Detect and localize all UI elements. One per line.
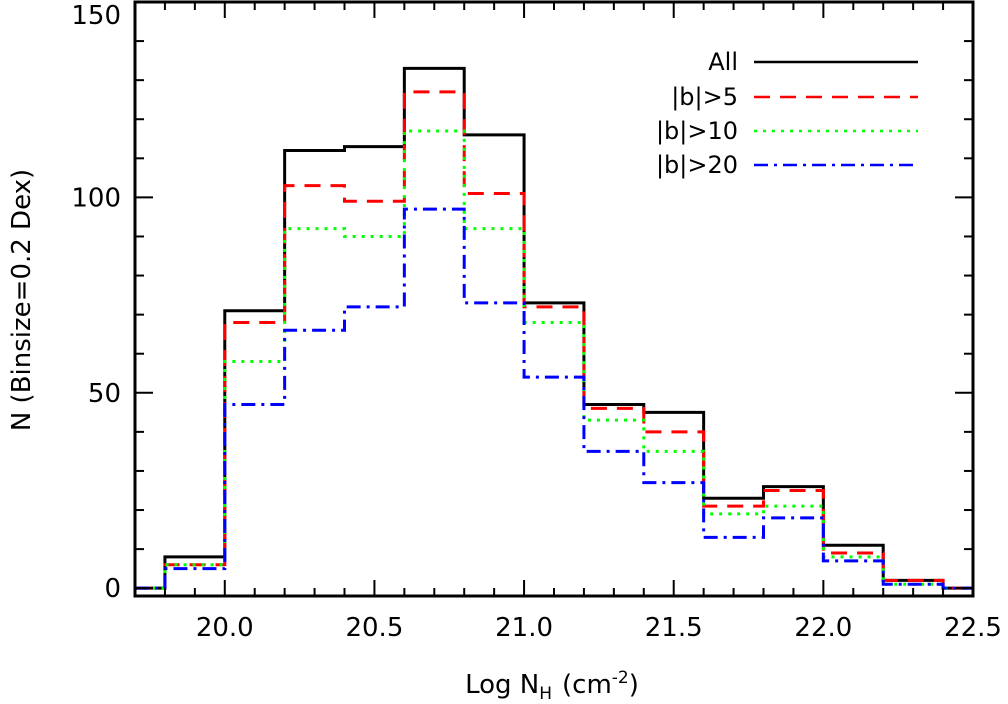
series-line-3 bbox=[135, 207, 973, 590]
ticks-layer: 20.0 20.5 21.0 21.5 22.0 22.5 0 50 100 150 bbox=[71, 1, 1002, 643]
x-axis-label: Log NH (cm-2) bbox=[465, 668, 639, 704]
x-tick-label-4: 22.0 bbox=[794, 613, 852, 643]
y-tick-label-2: 100 bbox=[71, 183, 121, 213]
series-line-0 bbox=[135, 66, 973, 590]
y-axis-label: N (Binsize=0.2 Dex) bbox=[7, 169, 37, 431]
legend-label-3: |b|>20 bbox=[656, 151, 738, 179]
y-tick-label-0: 0 bbox=[104, 574, 121, 604]
legend: All |b|>5 |b|>10 |b|>20 bbox=[656, 48, 918, 179]
x-axis-label-unit-open: (cm bbox=[562, 670, 612, 700]
x-axis-label-subscript: H bbox=[539, 684, 552, 704]
y-tick-label-3: 150 bbox=[71, 1, 121, 31]
x-axis-label-superscript: -2 bbox=[612, 668, 629, 688]
x-axis-label-unit-close: ) bbox=[629, 670, 639, 700]
series-line-1 bbox=[135, 90, 973, 590]
x-tick-label-3: 21.5 bbox=[645, 613, 703, 643]
x-tick-label-1: 20.5 bbox=[345, 613, 403, 643]
x-tick-label-0: 20.0 bbox=[196, 613, 254, 643]
plot-frame bbox=[133, 0, 975, 598]
series-layer bbox=[135, 66, 973, 590]
legend-label-0: All bbox=[708, 48, 738, 76]
x-tick-label-2: 21.0 bbox=[495, 613, 553, 643]
legend-label-1: |b|>5 bbox=[671, 83, 738, 111]
x-tick-label-5: 22.5 bbox=[944, 613, 1002, 643]
legend-label-2: |b|>10 bbox=[656, 117, 738, 145]
y-tick-label-1: 50 bbox=[88, 379, 121, 409]
series-line-2 bbox=[135, 129, 973, 590]
x-axis-label-main: Log N bbox=[465, 670, 539, 700]
